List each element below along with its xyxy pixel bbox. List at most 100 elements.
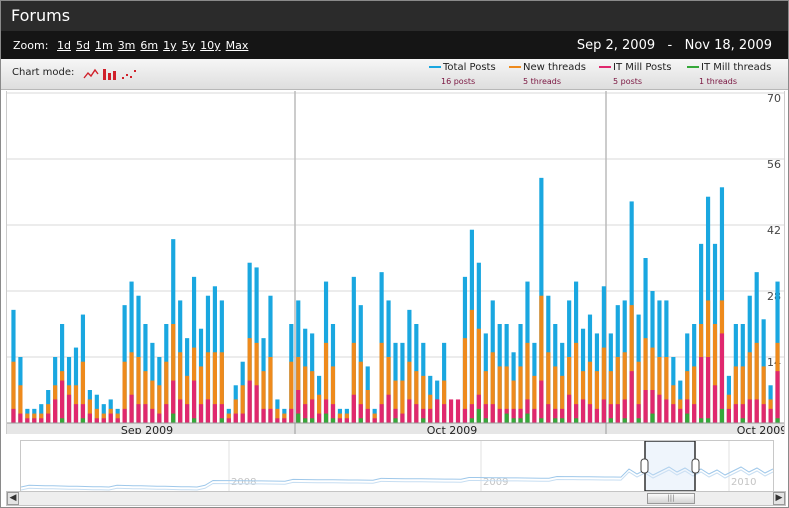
zoom-3m-link[interactable]: 3m: [117, 39, 136, 52]
zoom-10y-link[interactable]: 10y: [200, 39, 221, 52]
bar-it-mill-posts: [358, 404, 363, 423]
bar-new-threads: [553, 366, 558, 423]
bar-it-mill-threads: [636, 418, 641, 423]
bar-it-mill-posts: [365, 408, 370, 423]
bar-new-threads: [219, 352, 224, 423]
bar-it-mill-posts: [101, 418, 106, 423]
overview-navigator[interactable]: 2008 2009 2010: [20, 440, 774, 492]
legend-label: IT Mill threads: [701, 62, 772, 73]
bar-mode-icon[interactable]: [103, 69, 116, 80]
bar-it-mill-posts: [18, 413, 23, 423]
bar-it-mill-posts: [546, 404, 551, 423]
bar-it-mill-posts: [73, 404, 79, 423]
bar-it-mill-posts: [296, 390, 301, 423]
bar-it-mill-posts: [601, 399, 606, 423]
zoom-5y-link[interactable]: 5y: [181, 39, 196, 52]
horizontal-scrollbar[interactable]: ◀ ||| ▶: [6, 491, 786, 506]
y-tick-label: 70: [767, 92, 781, 105]
line-mode-icon[interactable]: [83, 68, 99, 79]
bar-it-mill-posts: [254, 385, 259, 423]
legend-it-mill-threads[interactable]: IT Mill threads 1 threads: [687, 62, 772, 86]
bar-it-mill-posts: [685, 399, 690, 423]
bar-it-mill-posts: [518, 408, 523, 423]
bar-it-mill-posts: [171, 380, 176, 423]
legend-swatch: [687, 66, 699, 68]
bar-new-threads: [80, 361, 86, 423]
scroll-left-arrow-icon[interactable]: ◀: [7, 492, 19, 505]
bar-new-threads: [636, 361, 641, 423]
zoom-1m-link[interactable]: 1m: [94, 39, 113, 52]
bar-it-mill-posts: [150, 408, 155, 423]
bar-it-mill-posts: [636, 404, 641, 423]
bar-new-threads: [462, 338, 468, 423]
bar-new-threads: [393, 380, 398, 423]
bar-it-mill-posts: [567, 394, 572, 423]
bar-new-threads: [685, 371, 690, 423]
bar-it-mill-posts: [448, 399, 454, 423]
bar-new-threads: [303, 366, 308, 423]
legend-new-threads[interactable]: New threads 5 threads: [509, 62, 586, 86]
bar-it-mill-posts: [129, 394, 134, 423]
bar-it-mill-threads: [740, 418, 745, 423]
bar-it-mill-posts: [240, 413, 245, 423]
chart-mode-icons: [83, 68, 136, 80]
bar-it-mill-threads: [650, 413, 655, 423]
bar-it-mill-posts: [414, 404, 419, 423]
legend-total-posts[interactable]: Total Posts 16 posts: [429, 62, 496, 86]
bar-new-threads: [504, 366, 509, 423]
overview-year-label: 2009: [483, 477, 508, 488]
bar-it-mill-posts: [205, 399, 211, 423]
bar-it-mill-posts: [761, 404, 766, 423]
bar-it-mill-threads: [574, 418, 579, 423]
bar-it-mill-posts: [712, 385, 718, 423]
bar-new-threads: [601, 347, 606, 423]
bar-it-mill-threads: [539, 418, 544, 423]
bar-it-mill-posts: [539, 380, 544, 423]
bar-it-mill-posts: [435, 399, 440, 423]
scroll-right-arrow-icon[interactable]: ▶: [773, 492, 785, 505]
bar-it-mill-posts: [143, 404, 148, 423]
bar-it-mill-posts: [490, 404, 495, 423]
bar-new-threads: [518, 366, 523, 423]
scrollbar-thumb[interactable]: |||: [647, 493, 695, 504]
bar-new-threads: [490, 352, 495, 423]
bar-it-mill-posts: [94, 418, 99, 423]
bar-it-mill-posts: [32, 418, 37, 423]
bar-it-mill-posts: [768, 408, 773, 423]
bar-new-threads: [129, 352, 134, 423]
zoom-1d-link[interactable]: 1d: [57, 39, 71, 52]
bar-new-threads: [421, 375, 426, 423]
zoom-options: 1d 5d 1m 3m 6m 1y 5y 10y Max: [57, 39, 253, 52]
legend-label: Total Posts: [443, 62, 496, 73]
bar-it-mill-threads: [323, 413, 329, 423]
overview-selection-window: [644, 441, 696, 491]
y-tick-label: 42: [767, 224, 781, 237]
bar-it-mill-posts: [525, 399, 530, 423]
bar-new-threads: [143, 371, 148, 423]
bar-new-threads: [525, 342, 530, 423]
bar-it-mill-threads: [358, 418, 363, 423]
bar-new-threads: [657, 357, 662, 423]
bar-it-mill-threads: [518, 418, 523, 423]
legend-it-mill-posts[interactable]: IT Mill Posts 5 posts: [599, 62, 672, 86]
bar-it-mill-posts: [164, 404, 169, 423]
bar-total-posts: [39, 404, 44, 423]
x-axis-band: [7, 423, 784, 434]
zoom-6m-link[interactable]: 6m: [140, 39, 159, 52]
overview-series-line: [21, 469, 773, 491]
date-range: Sep 2, 2009 - Nov 18, 2009: [576, 38, 772, 53]
scatter-mode-icon[interactable]: [122, 70, 136, 79]
chart-mode-bar: Chart mode: Total Posts 16 posts: [1, 59, 788, 90]
zoom-1y-link[interactable]: 1y: [163, 39, 177, 52]
bar-new-threads: [594, 371, 600, 423]
bar-it-mill-posts: [282, 418, 287, 423]
zoom-5d-link[interactable]: 5d: [75, 39, 90, 52]
bar-new-threads: [365, 390, 370, 423]
bar-new-threads: [574, 342, 579, 423]
zoom-max-link[interactable]: Max: [225, 39, 249, 52]
bar-it-mill-threads: [483, 418, 488, 423]
bar-new-threads: [733, 366, 738, 423]
bar-it-mill-posts: [594, 408, 600, 423]
bar-it-mill-posts: [351, 394, 356, 423]
